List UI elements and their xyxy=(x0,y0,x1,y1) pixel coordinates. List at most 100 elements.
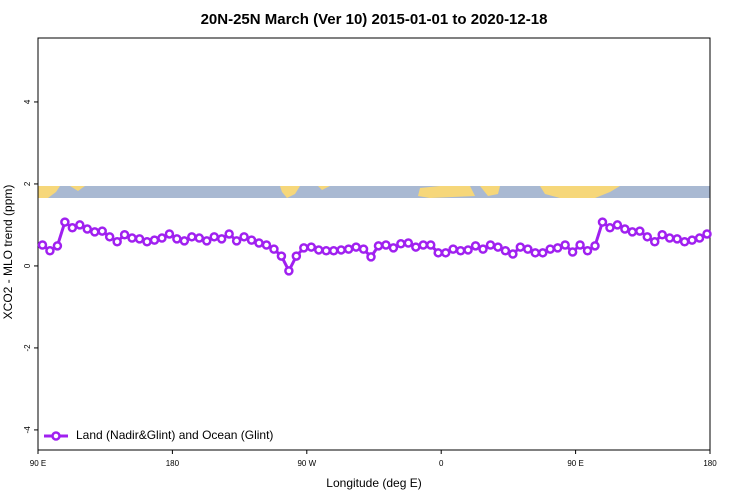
data-point xyxy=(478,244,488,254)
data-point xyxy=(149,235,160,245)
data-point xyxy=(89,227,100,237)
data-point xyxy=(508,249,518,259)
data-point xyxy=(500,246,511,256)
data-point xyxy=(60,217,70,227)
x-tick-label: 90 E xyxy=(567,459,583,468)
data-point xyxy=(216,234,227,244)
data-point xyxy=(388,243,399,253)
data-point xyxy=(336,245,346,255)
x-tick-label: 180 xyxy=(166,459,180,468)
data-point xyxy=(164,229,175,239)
data-point xyxy=(396,239,406,249)
data-point xyxy=(157,233,167,243)
data-point xyxy=(201,236,212,246)
data-point xyxy=(299,243,309,253)
data-point xyxy=(582,246,593,256)
data-point xyxy=(179,236,190,246)
data-point xyxy=(545,244,555,254)
data-point xyxy=(381,240,391,250)
data-point xyxy=(642,232,653,242)
data-point xyxy=(269,244,279,254)
data-point xyxy=(209,232,219,242)
data-point xyxy=(224,229,234,239)
data-point xyxy=(75,220,85,230)
data-point xyxy=(440,248,451,258)
data-point xyxy=(403,238,414,248)
data-point xyxy=(119,230,130,240)
data-point xyxy=(530,248,541,258)
data-point xyxy=(127,233,137,243)
data-point xyxy=(284,266,294,276)
data-point xyxy=(597,217,608,227)
data-point xyxy=(134,234,145,244)
data-point xyxy=(493,242,503,252)
data-point xyxy=(485,240,496,250)
data-point xyxy=(418,240,429,250)
data-point xyxy=(67,223,78,233)
data-point xyxy=(679,236,690,247)
data-point xyxy=(172,234,182,244)
data-point xyxy=(627,227,638,237)
data-point xyxy=(97,226,107,236)
data-point xyxy=(605,223,615,233)
data-point xyxy=(358,244,369,254)
y-axis-label: XCO2 - MLO trend (ppm) xyxy=(1,185,15,320)
data-point xyxy=(560,240,570,250)
data-point xyxy=(254,238,264,248)
data-point xyxy=(612,220,623,230)
data-point xyxy=(366,252,376,262)
data-point xyxy=(104,232,115,242)
chart-title: 20N-25N March (Ver 10) 2015-01-01 to 202… xyxy=(201,11,548,28)
data-point xyxy=(231,236,242,246)
data-point xyxy=(373,241,384,251)
data-point xyxy=(142,236,152,247)
map-strip xyxy=(38,186,710,198)
data-point xyxy=(52,241,63,251)
y-tick-label: -4 xyxy=(23,426,32,434)
data-point xyxy=(291,251,302,261)
data-point xyxy=(552,243,563,253)
data-point xyxy=(306,242,317,252)
data-point xyxy=(313,245,324,255)
data-point xyxy=(321,246,331,256)
legend-label: Land (Nadir&Glint) and Ocean (Glint) xyxy=(76,428,273,442)
data-point xyxy=(687,235,697,245)
x-tick-label: 90 E xyxy=(30,459,46,468)
data-point xyxy=(515,242,526,252)
data-point xyxy=(343,244,354,254)
data-point xyxy=(351,242,361,252)
plot-frame xyxy=(37,37,711,451)
data-point xyxy=(620,224,630,234)
data-point xyxy=(575,240,585,250)
x-tick-label: 0 xyxy=(439,459,444,468)
data-point xyxy=(694,233,705,243)
data-point xyxy=(463,245,473,255)
y-tick-label: 0 xyxy=(23,263,32,268)
data-point xyxy=(590,241,600,251)
data-point xyxy=(702,229,712,239)
data-point xyxy=(470,241,481,251)
data-point xyxy=(523,244,533,254)
data-point xyxy=(567,247,578,257)
data-point xyxy=(635,226,645,236)
data-point xyxy=(45,246,55,256)
data-point xyxy=(37,240,48,250)
data-point xyxy=(276,251,287,261)
data-point xyxy=(537,248,548,258)
data-point xyxy=(261,240,272,250)
data-point xyxy=(328,246,339,256)
x-axis-label: Longitude (deg E) xyxy=(326,476,421,490)
data-point xyxy=(82,224,93,234)
data-point xyxy=(455,246,466,256)
data-point xyxy=(664,233,675,243)
y-tick-label: 2 xyxy=(23,181,32,186)
data-point xyxy=(657,230,667,240)
x-tick-label: 180 xyxy=(703,459,717,468)
data-point xyxy=(425,240,436,250)
data-point xyxy=(246,235,257,245)
y-tick-label: 4 xyxy=(23,99,32,104)
data-point xyxy=(194,233,205,243)
legend-marker xyxy=(51,431,61,441)
x-tick-label: 90 W xyxy=(297,459,316,468)
